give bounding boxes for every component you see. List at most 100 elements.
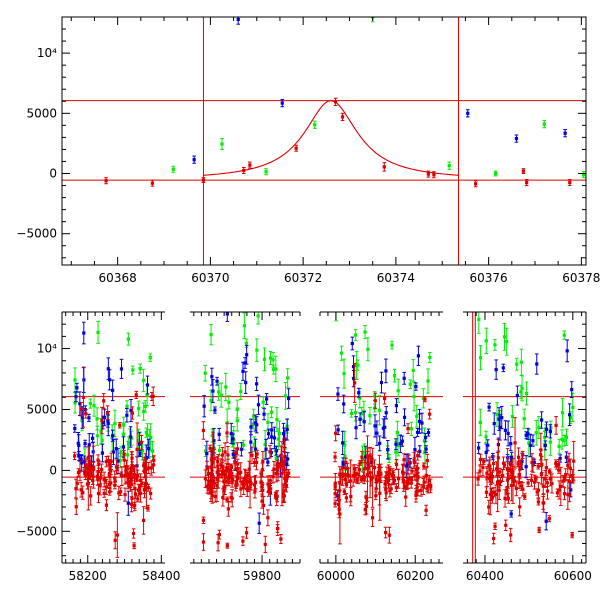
bottom-point-green [262,347,267,372]
bottom-point-red [338,466,342,483]
bottom-point-blue [509,510,513,518]
bottom-point-green [242,312,247,339]
top-x-tick-label: 60378 [562,271,600,285]
bottom-point-red [503,519,508,532]
top-panel [61,16,587,266]
bottom-point-red [130,488,134,508]
bottom-point-red [364,490,368,504]
bottom-point-red [123,466,127,485]
bottom-point-blue [567,403,572,426]
bottom-point-red [276,466,280,482]
bottom-point-green [502,322,507,351]
bottom-point-green [519,348,524,376]
bottom-point-green [131,365,135,375]
bottom-point-blue [476,441,481,455]
bottom-point-green [126,332,131,346]
bottom-point-red [263,535,268,554]
bottom-point-blue [356,387,361,398]
top-point-s0-3 [241,166,246,175]
bottom-point-blue [231,433,235,445]
bottom-point-green [354,350,359,380]
bottom-point-green [522,408,526,429]
bottom-point-red [412,451,416,469]
top-point-s2-8 [581,171,586,179]
bottom-point-blue [377,435,382,452]
bottom-point-blue [215,376,219,386]
bottom-point-blue [379,371,384,394]
bottom-point-red [568,458,573,478]
bottom-point-red [531,457,535,473]
bottom-point-red [235,442,240,456]
bottom-point-green [118,452,122,469]
bottom-point-green [411,359,416,382]
bottom-point-red [378,463,383,483]
bottom-point-blue [501,363,506,373]
top-x-tick-label: 60368 [99,271,137,285]
top-point-s0-6 [333,97,338,106]
bottom-point-blue [394,438,398,451]
bottom-point-green [426,368,430,394]
bottom-point-blue [269,429,274,444]
bottom-point-red [148,487,153,500]
bottom-point-red [233,455,237,470]
bottom-point-red [384,471,388,484]
bottom-point-blue [384,358,388,384]
bottom-point-red [74,498,79,515]
bottom-point-blue [125,407,129,423]
bottom-point-red [554,416,558,435]
top-axes: 60368 60370 60372 60374 60376 60378 −5000 0 5000… [16,16,600,285]
bottom-y-tick-label: 0 [49,463,57,477]
bottom-point-red [248,452,252,509]
bottom-point-red [235,470,240,487]
bottom-point-red [342,488,347,495]
top-model-curve [203,100,459,176]
bottom-point-blue [254,376,259,391]
bottom-point-blue [282,427,286,453]
bottom-point-blue [354,416,358,440]
top-point-s2-2 [264,168,268,176]
top-point-s2-1 [220,138,224,150]
bottom-seg-a [62,320,165,558]
bottom-point-green [96,320,100,344]
bottom-point-green [560,397,565,428]
bottom-point-green [493,338,497,351]
bottom-point-red [512,475,517,487]
bottom-point-red [481,458,486,465]
bottom-point-green [256,312,260,325]
bottom-point-green [366,337,370,362]
bottom-point-blue [487,402,491,412]
bottom-point-green [484,430,488,444]
bottom-point-red [140,479,144,487]
bottom-point-red [516,460,520,468]
bottom-point-blue [81,321,86,345]
bottom-x-tick-label: 60400 [466,569,504,583]
top-x-tick-label: 60376 [470,271,508,285]
bottom-point-red [391,472,396,480]
bottom-point-blue [145,375,150,395]
bottom-point-red [201,516,206,525]
bottom-point-red [415,472,419,489]
bottom-point-blue [398,434,403,454]
bottom-point-red [268,444,272,459]
bottom-point-red [351,464,355,487]
bottom-point-green [557,438,561,454]
bottom-point-green [353,329,358,341]
bottom-point-blue [74,391,78,403]
bottom-point-red [96,454,100,466]
bottom-point-red [537,526,541,534]
bottom-point-red [419,484,423,497]
bottom-point-red [373,392,378,409]
bottom-point-red [116,485,121,501]
bottom-point-red [146,461,151,474]
bottom-point-red [104,455,109,468]
bottom-point-red [424,504,428,516]
bottom-point-red [383,526,388,539]
bottom-point-green [141,402,146,421]
bottom-point-red [541,477,546,495]
bottom-point-red [225,542,230,549]
bottom-point-red [88,486,93,506]
bottom-point-red [107,481,111,488]
bottom-point-blue [341,394,346,414]
bottom-point-blue [285,418,289,441]
